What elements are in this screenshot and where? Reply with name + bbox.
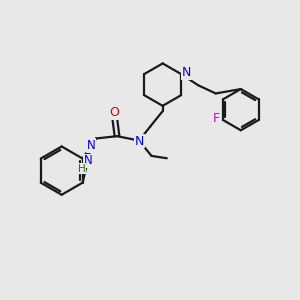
Text: N: N bbox=[135, 135, 144, 148]
Text: N: N bbox=[86, 139, 95, 152]
Text: F: F bbox=[213, 112, 220, 125]
Text: N: N bbox=[83, 154, 92, 167]
Text: N: N bbox=[182, 66, 191, 79]
Text: O: O bbox=[110, 106, 120, 119]
Text: H: H bbox=[77, 164, 85, 174]
